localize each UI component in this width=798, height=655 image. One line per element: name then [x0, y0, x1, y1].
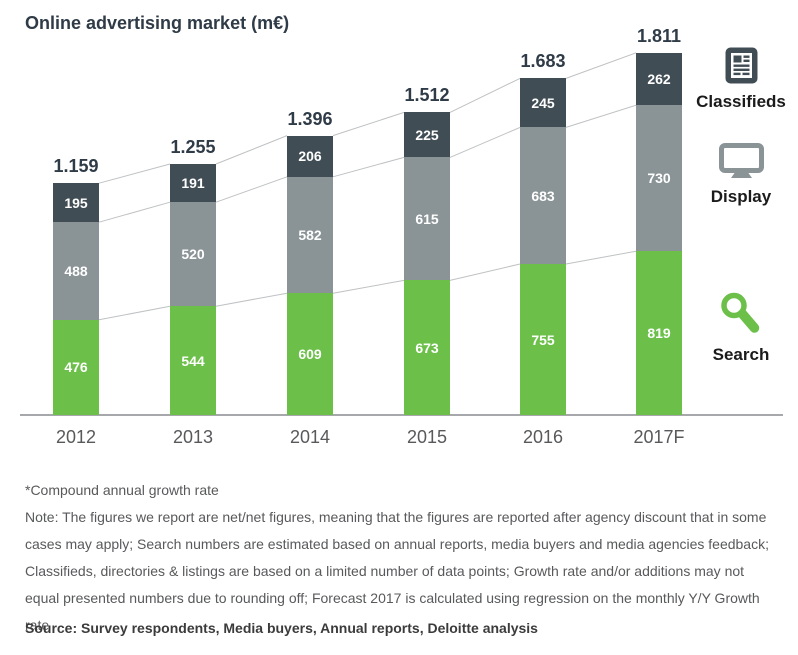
bar-segment-classifieds-2015: 225 — [404, 112, 450, 158]
bar-segment-classifieds-2014: 206 — [287, 135, 333, 177]
legend-label-classifieds: Classifieds — [696, 92, 786, 111]
segment-value-label: 195 — [64, 194, 88, 211]
legend-label-search: Search — [712, 345, 770, 364]
segment-value-label: 609 — [298, 346, 322, 363]
x-tick-label-2014: 2014 — [289, 427, 331, 447]
total-label-2013: 1.255 — [170, 137, 216, 157]
bar-segment-display-2014: 582 — [287, 176, 333, 294]
newspaper-icon — [724, 46, 759, 85]
x-tick-label-2016: 2016 — [522, 427, 564, 447]
segment-value-label: 262 — [647, 70, 671, 87]
legend-item-classifieds: Classifieds — [688, 46, 794, 112]
segment-value-label: 488 — [64, 262, 88, 279]
bar-segment-search-2016: 755 — [520, 264, 566, 415]
total-label-2014: 1.396 — [287, 108, 333, 129]
total-label-2012: 1.159 — [53, 156, 99, 177]
bar-segment-search-2012: 476 — [53, 319, 99, 415]
x-tick-label-2012: 2012 — [55, 427, 97, 447]
bar-segment-display-2013: 520 — [170, 202, 216, 307]
segment-value-label: 615 — [415, 210, 439, 227]
segment-value-label: 683 — [531, 187, 555, 204]
segment-value-label: 819 — [647, 325, 671, 342]
x-axis-line — [20, 414, 783, 416]
bar-segment-display-2012: 488 — [53, 222, 99, 320]
footnotes: *Compound annual growth rate Note: The f… — [25, 477, 781, 639]
bar-segment-display-2017f: 730 — [636, 105, 682, 252]
segment-value-label: 582 — [298, 226, 322, 243]
segment-value-label: 755 — [531, 331, 555, 348]
source-line: Source: Survey respondents, Media buyers… — [25, 620, 538, 636]
bar-segment-classifieds-2017f: 262 — [636, 52, 682, 106]
monitor-icon — [718, 143, 764, 180]
segment-value-label: 544 — [181, 352, 205, 369]
x-tick-label-2017f: 2017F — [633, 427, 685, 447]
bar-segment-classifieds-2012: 195 — [53, 183, 99, 223]
total-label-2015: 1.512 — [404, 85, 450, 106]
cagr-footnote: *Compound annual growth rate — [25, 482, 219, 498]
bar-segment-search-2013: 544 — [170, 306, 216, 415]
bar-segment-display-2016: 683 — [520, 127, 566, 264]
x-tick-label-2015: 2015 — [406, 427, 448, 447]
segment-value-label: 206 — [298, 148, 322, 165]
legend: Classifieds Display Search — [688, 0, 794, 400]
stacked-bar-chart: 476 488 195 1.159 2012 544 520 191 1.255 2013 609 5… — [20, 25, 783, 447]
bar-segment-search-2014: 609 — [287, 293, 333, 415]
bar-segment-search-2017f: 819 — [636, 251, 682, 415]
segment-value-label: 225 — [415, 126, 439, 143]
x-tick-label-2013: 2013 — [172, 427, 214, 447]
segment-value-label: 673 — [415, 339, 439, 356]
total-label-2016: 1.683 — [520, 51, 566, 72]
bar-segment-classifieds-2013: 191 — [170, 164, 216, 203]
legend-item-search: Search — [688, 291, 794, 365]
segment-value-label: 520 — [181, 246, 205, 263]
segment-value-label: 476 — [64, 359, 88, 376]
chart-title: Online advertising market (m€) — [25, 13, 290, 33]
segment-value-label: 191 — [181, 175, 205, 192]
legend-item-display: Display — [688, 143, 794, 207]
segment-value-label: 730 — [647, 170, 671, 187]
bar-segment-search-2015: 673 — [404, 280, 450, 415]
legend-label-display: Display — [710, 187, 772, 206]
bar-segment-classifieds-2016: 245 — [520, 78, 566, 128]
connector-lines — [98, 52, 637, 321]
methodology-note: Note: The figures we report are net/net … — [25, 509, 769, 633]
magnifier-icon — [717, 291, 765, 338]
total-label-2017f: 1.811 — [636, 25, 682, 46]
segment-value-label: 245 — [531, 94, 555, 111]
bar-segment-display-2015: 615 — [404, 157, 450, 281]
